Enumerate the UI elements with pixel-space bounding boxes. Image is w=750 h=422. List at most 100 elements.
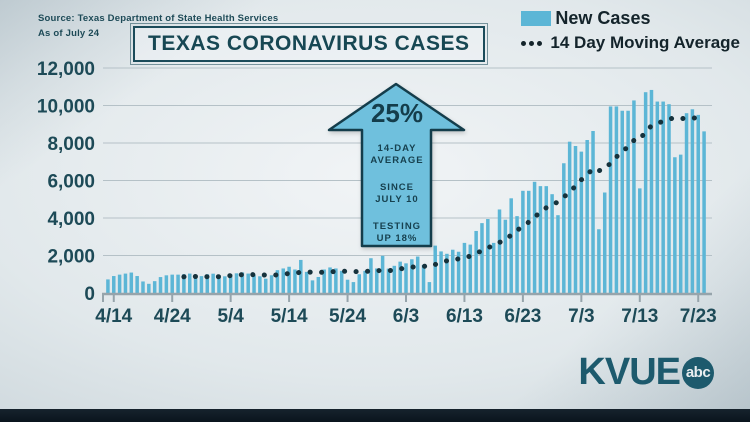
bar bbox=[363, 270, 367, 293]
bar bbox=[480, 223, 484, 293]
bar bbox=[702, 131, 706, 294]
bar bbox=[299, 259, 303, 293]
abc-text: abc bbox=[685, 364, 711, 381]
bar bbox=[544, 186, 549, 294]
bar bbox=[380, 255, 385, 293]
x-axis-tick-label: 6/13 bbox=[446, 306, 483, 327]
as-of-date: As of July 24 bbox=[38, 27, 100, 39]
bar bbox=[199, 276, 204, 294]
bar bbox=[129, 272, 134, 293]
bottom-band bbox=[0, 409, 750, 422]
bar bbox=[188, 273, 192, 293]
new-cases-bars bbox=[106, 89, 706, 294]
bar bbox=[304, 271, 309, 293]
bar bbox=[415, 256, 420, 293]
bar bbox=[375, 268, 379, 293]
bar bbox=[141, 281, 145, 293]
bar bbox=[369, 258, 373, 293]
arrow-up-icon bbox=[327, 82, 466, 248]
bar bbox=[521, 190, 525, 293]
abc-network-icon: abc bbox=[682, 356, 714, 389]
y-axis-tick-label: 10,000 bbox=[37, 97, 95, 118]
bar bbox=[638, 188, 642, 294]
bar bbox=[591, 131, 595, 293]
annotation-line: TESTING bbox=[373, 221, 421, 232]
bar bbox=[491, 242, 496, 293]
bar bbox=[263, 278, 268, 293]
y-axis-tick-label: 12,000 bbox=[37, 59, 95, 80]
bar-swatch-icon bbox=[521, 11, 552, 26]
bar bbox=[602, 192, 607, 293]
bar bbox=[655, 101, 660, 293]
bar bbox=[462, 242, 467, 293]
bar bbox=[182, 274, 186, 293]
bar bbox=[339, 270, 344, 293]
bar bbox=[398, 261, 402, 293]
bar bbox=[269, 275, 274, 293]
bar bbox=[433, 245, 437, 293]
bar bbox=[667, 104, 671, 293]
bar bbox=[620, 110, 624, 293]
bar bbox=[345, 279, 350, 293]
x-axis-tick-label: 7/23 bbox=[680, 306, 717, 327]
bar bbox=[252, 275, 256, 293]
bar bbox=[106, 279, 110, 293]
chart-title: TEXAS CORONAVIRUS CASES bbox=[148, 32, 470, 55]
bar bbox=[573, 146, 578, 293]
bar bbox=[468, 244, 473, 293]
bar bbox=[456, 251, 461, 293]
bar bbox=[281, 268, 286, 293]
x-axis-tick-label: 5/24 bbox=[329, 306, 366, 327]
bar bbox=[626, 110, 630, 293]
bar bbox=[421, 265, 426, 293]
bar bbox=[532, 181, 537, 293]
y-axis-tick-label: 6,000 bbox=[47, 172, 95, 193]
bar bbox=[170, 274, 174, 294]
source-line: Source: Texas Department of State Health… bbox=[38, 13, 279, 24]
bar bbox=[334, 268, 338, 293]
kvue-wordmark: KVUE bbox=[578, 351, 681, 393]
x-axis-tick-label: 7/3 bbox=[568, 306, 594, 327]
bar bbox=[579, 151, 584, 294]
bar bbox=[673, 157, 677, 293]
y-axis-tick-label: 0 bbox=[84, 284, 95, 305]
bar bbox=[562, 163, 566, 293]
bar bbox=[240, 272, 245, 294]
bar bbox=[211, 273, 215, 293]
bar bbox=[147, 283, 151, 293]
annotation-line: 14-DAY bbox=[378, 143, 417, 154]
bar bbox=[123, 273, 128, 293]
arrow-annotation: 25% 14-DAY AVERAGE SINCE JULY 10 TESTING… bbox=[327, 82, 466, 248]
y-axis-tick-label: 8,000 bbox=[47, 134, 95, 155]
bar bbox=[608, 106, 613, 293]
bar bbox=[684, 113, 689, 293]
bar bbox=[386, 268, 391, 294]
bar bbox=[117, 274, 122, 294]
x-axis-tick-label: 5/14 bbox=[271, 306, 308, 327]
y-axis-tick-label: 4,000 bbox=[47, 209, 95, 230]
chart-title-box: TEXAS CORONAVIRUS CASES bbox=[130, 23, 488, 65]
bar bbox=[445, 253, 449, 293]
bar bbox=[316, 276, 321, 293]
bar bbox=[690, 109, 695, 293]
annotation-headline: 25% bbox=[371, 98, 423, 128]
bar bbox=[649, 89, 654, 293]
bar bbox=[556, 215, 560, 293]
bar bbox=[404, 263, 408, 293]
bar bbox=[567, 141, 572, 293]
bar bbox=[135, 276, 139, 293]
source-attribution: Source: Texas Department of State Health… bbox=[38, 12, 278, 41]
x-axis-tick-label: 5/4 bbox=[217, 306, 244, 327]
annotation-line: SINCE bbox=[380, 182, 414, 193]
bar bbox=[322, 269, 326, 293]
bar bbox=[585, 140, 589, 293]
annotation-line: AVERAGE bbox=[370, 155, 423, 166]
bar bbox=[217, 275, 221, 293]
bar bbox=[152, 281, 157, 293]
bar bbox=[526, 190, 531, 293]
bar bbox=[357, 274, 361, 293]
bar bbox=[661, 101, 665, 293]
bar bbox=[275, 270, 280, 293]
bar bbox=[497, 209, 502, 293]
